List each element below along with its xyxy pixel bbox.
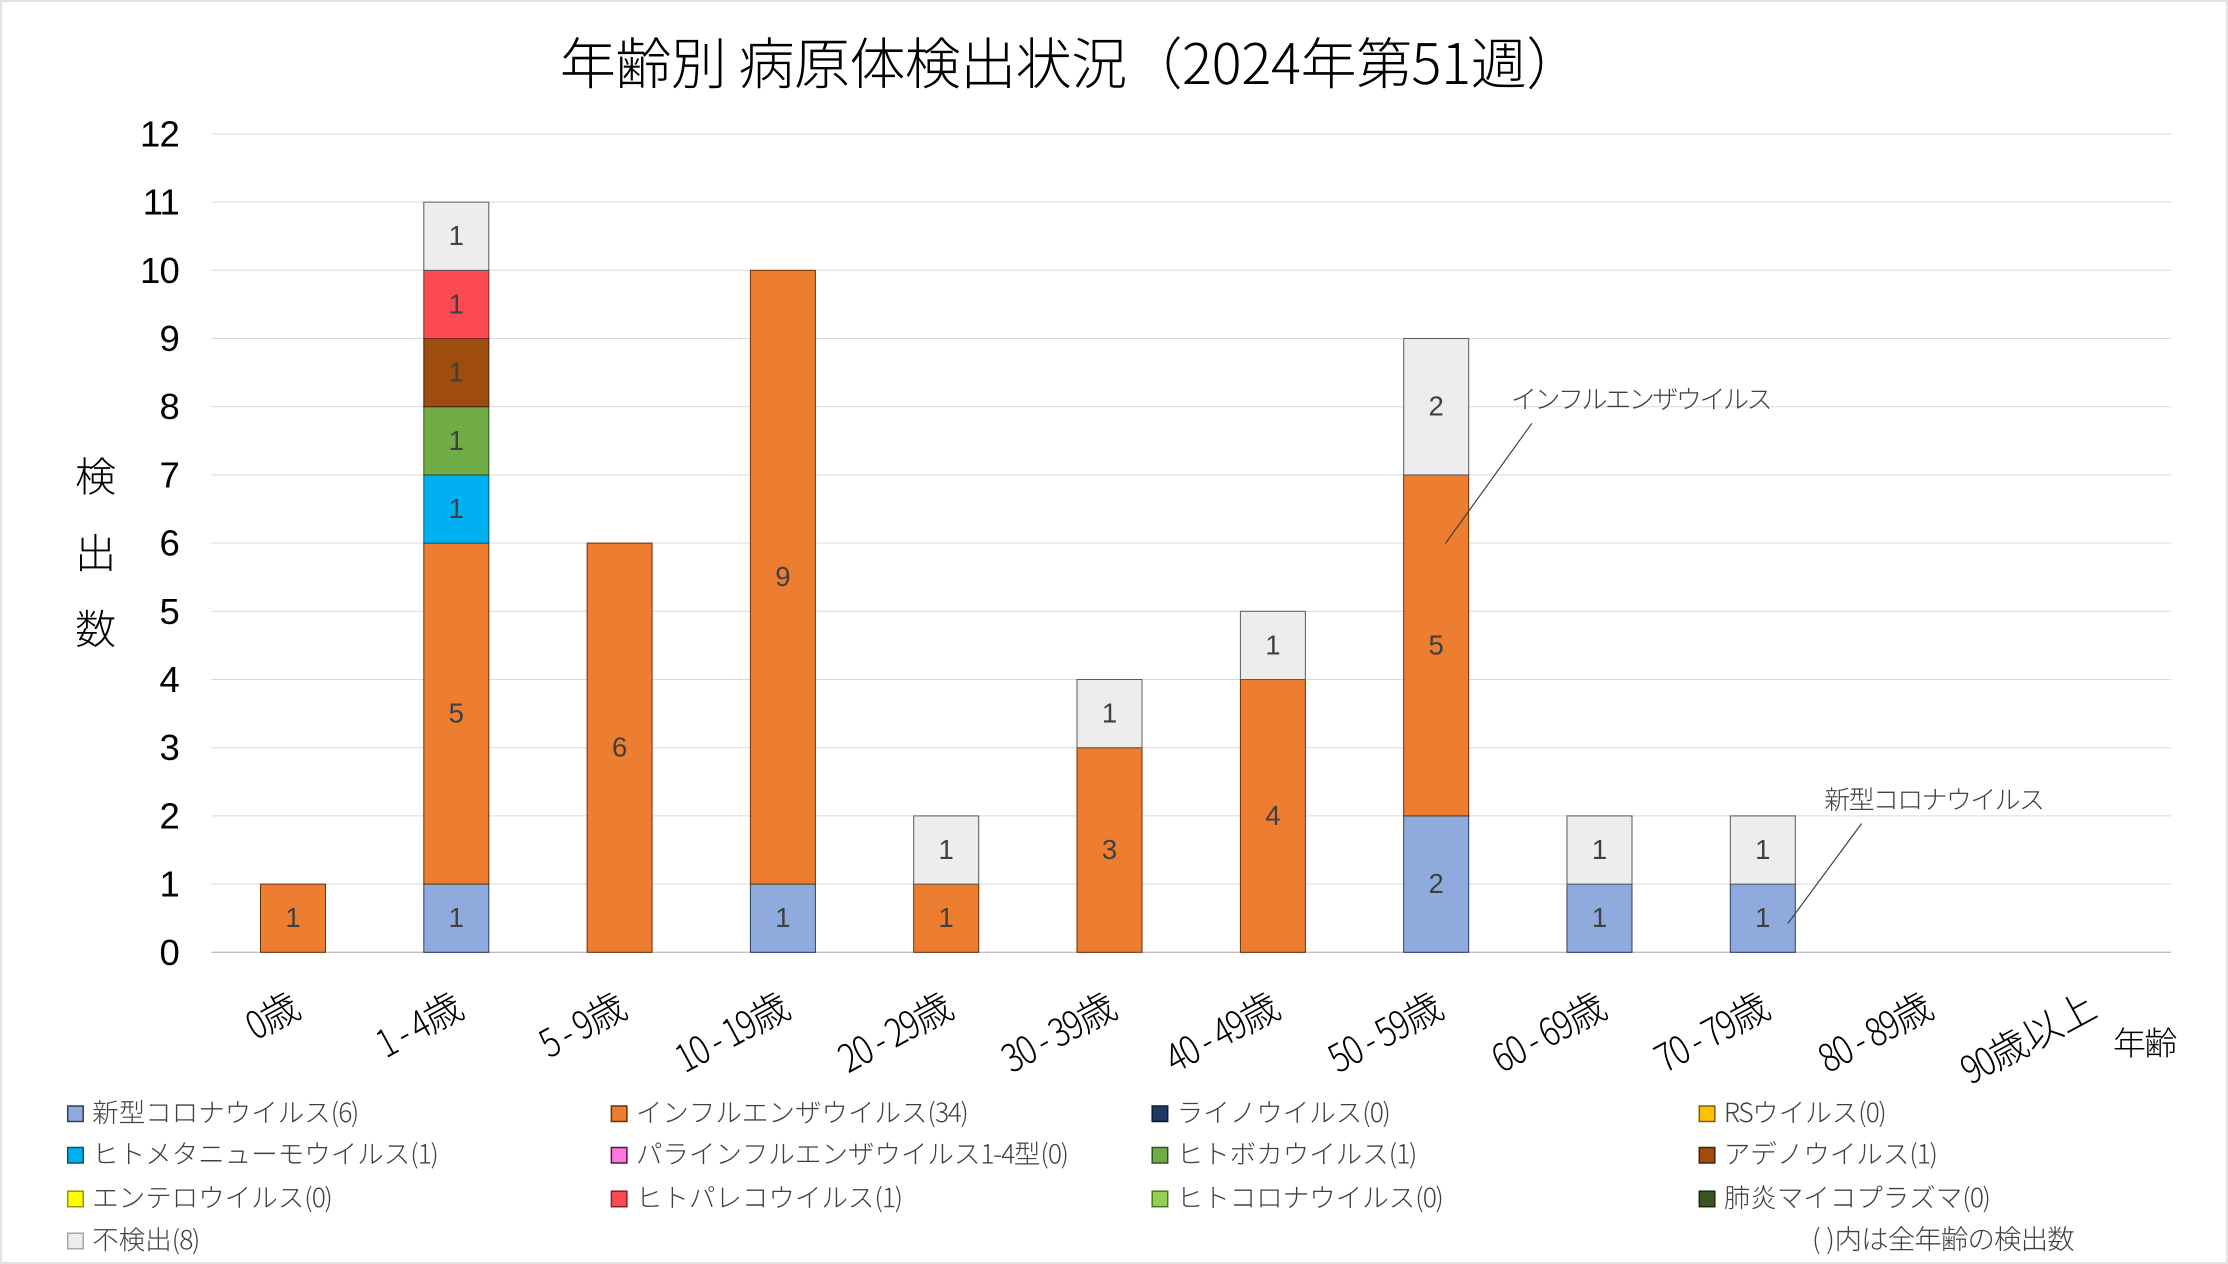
svg-text:3: 3	[160, 727, 180, 768]
svg-text:11: 11	[143, 182, 179, 223]
svg-text:1: 1	[939, 902, 954, 933]
svg-text:1: 1	[160, 864, 180, 905]
svg-text:12: 12	[140, 113, 179, 154]
svg-text:1: 1	[449, 493, 464, 524]
svg-text:1: 1	[449, 220, 464, 251]
svg-text:1: 1	[1592, 834, 1607, 865]
svg-text:9: 9	[160, 318, 180, 359]
svg-text:5: 5	[160, 591, 180, 632]
svg-text:1: 1	[285, 902, 300, 933]
svg-text:4: 4	[160, 659, 180, 700]
svg-text:1: 1	[1592, 902, 1607, 933]
svg-text:2: 2	[1429, 391, 1444, 422]
svg-text:6: 6	[612, 732, 627, 763]
svg-text:1: 1	[1102, 698, 1117, 729]
svg-text:5: 5	[1429, 629, 1444, 660]
svg-text:7: 7	[160, 454, 180, 495]
svg-text:1: 1	[449, 288, 464, 319]
svg-text:1: 1	[1755, 902, 1770, 933]
svg-text:5: 5	[449, 698, 464, 729]
svg-text:2: 2	[160, 795, 180, 836]
svg-text:3: 3	[1102, 834, 1117, 865]
svg-text:10: 10	[140, 250, 179, 291]
svg-text:1: 1	[449, 357, 464, 388]
svg-text:1: 1	[1265, 629, 1280, 660]
svg-text:1: 1	[449, 425, 464, 456]
svg-text:1: 1	[449, 902, 464, 933]
svg-text:0: 0	[160, 932, 180, 973]
svg-text:1: 1	[1755, 834, 1770, 865]
svg-text:8: 8	[160, 386, 180, 427]
svg-text:4: 4	[1265, 800, 1280, 831]
svg-text:6: 6	[160, 523, 180, 564]
svg-text:2: 2	[1429, 868, 1444, 899]
svg-text:1: 1	[939, 834, 954, 865]
svg-text:9: 9	[775, 561, 790, 592]
svg-text:1: 1	[775, 902, 790, 933]
